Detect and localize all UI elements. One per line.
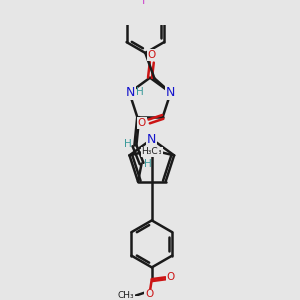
Text: N: N: [166, 86, 175, 99]
Text: O: O: [145, 290, 153, 299]
Text: O: O: [148, 50, 156, 60]
Text: H: H: [124, 139, 132, 149]
Text: H: H: [144, 158, 152, 169]
Text: N: N: [126, 86, 135, 99]
Text: H: H: [136, 87, 144, 97]
Text: O: O: [167, 272, 175, 282]
Text: CH₃: CH₃: [146, 147, 162, 156]
Text: N: N: [147, 133, 157, 146]
Text: F: F: [142, 0, 148, 7]
Text: CH₃: CH₃: [117, 291, 134, 300]
Text: O: O: [138, 118, 146, 128]
Text: H₃C: H₃C: [141, 147, 158, 156]
